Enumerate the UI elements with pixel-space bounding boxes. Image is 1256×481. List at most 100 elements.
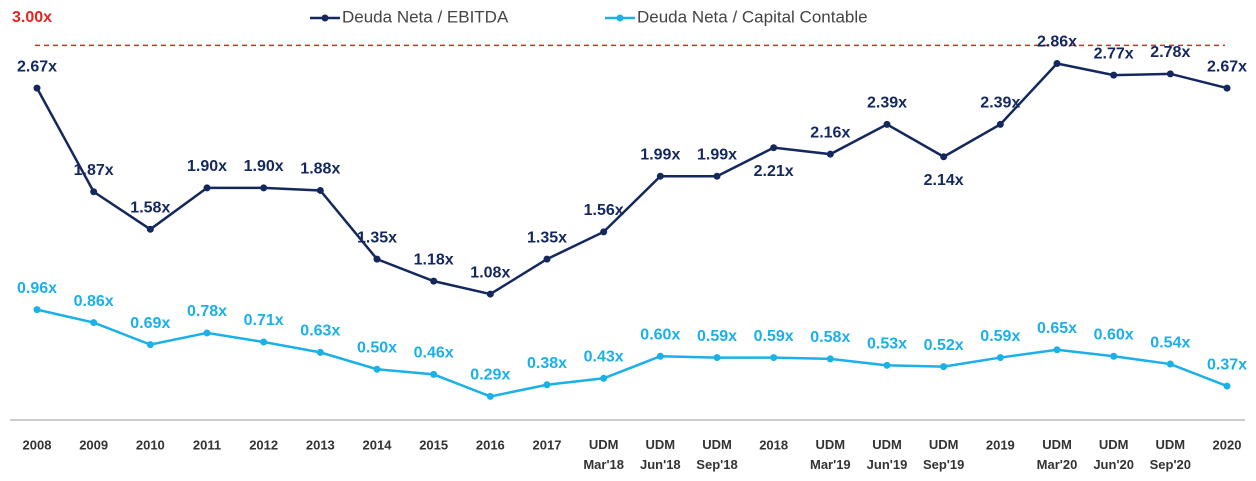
data-label: 2.86x — [1037, 34, 1077, 51]
data-label: 2.67x — [17, 58, 57, 75]
data-label: 0.53x — [867, 336, 907, 353]
point — [373, 365, 381, 373]
data-label: 2.16x — [810, 124, 850, 141]
data-label: 0.59x — [697, 328, 737, 345]
x-tick-label: 2010 — [136, 437, 165, 452]
data-label: 0.65x — [1037, 320, 1077, 337]
point — [940, 363, 948, 371]
data-label: 0.86x — [74, 293, 114, 310]
data-label: 0.29x — [470, 367, 510, 384]
data-label: 1.35x — [527, 229, 567, 246]
point — [260, 338, 268, 346]
data-label: 0.60x — [640, 326, 680, 343]
point — [1053, 346, 1061, 354]
point — [33, 306, 41, 314]
point — [486, 290, 494, 298]
legend-marker — [616, 14, 624, 22]
x-tick-label: UDM Sep'18 — [696, 437, 737, 472]
data-label: 0.46x — [414, 345, 454, 362]
data-label: 0.69x — [130, 315, 170, 332]
point — [996, 120, 1004, 128]
data-label: 1.99x — [640, 146, 680, 163]
data-label: 1.90x — [187, 158, 227, 175]
point — [656, 352, 664, 360]
x-tick-label: 2017 — [533, 437, 562, 452]
data-label: 0.96x — [17, 280, 57, 297]
point — [543, 381, 551, 389]
point — [770, 144, 778, 152]
point — [1053, 59, 1061, 67]
point — [600, 374, 608, 382]
x-tick-label: 2014 — [363, 437, 393, 452]
x-tick-label: UDM Sep'20 — [1150, 437, 1191, 472]
point — [713, 354, 721, 362]
point — [1110, 71, 1118, 79]
x-tick-label: UDM Mar'20 — [1037, 437, 1078, 472]
x-tick-label: 2009 — [79, 437, 108, 452]
series-line — [35, 62, 1228, 296]
data-label: 1.90x — [244, 158, 284, 175]
data-label: 2.14x — [924, 172, 964, 189]
point — [1166, 360, 1174, 368]
point — [90, 188, 98, 196]
point — [826, 355, 834, 363]
data-label: 0.60x — [1094, 326, 1134, 343]
data-label: 0.59x — [754, 328, 794, 345]
point — [656, 172, 664, 180]
x-tick-label: 2011 — [193, 437, 221, 452]
x-tick-label: UDM Mar'19 — [810, 437, 851, 472]
legend-label: Deuda Neta / EBITDA — [342, 7, 509, 26]
data-label: 1.99x — [697, 146, 737, 163]
legend-marker — [321, 14, 329, 22]
data-label: 0.78x — [187, 303, 227, 320]
data-label: 0.58x — [810, 329, 850, 346]
data-label: 0.52x — [924, 337, 964, 354]
data-label: 0.43x — [584, 349, 624, 366]
data-label: 2.78x — [1150, 44, 1190, 61]
point — [316, 186, 324, 194]
data-label: 2.39x — [867, 95, 907, 112]
legend-label: Deuda Neta / Capital Contable — [637, 7, 868, 26]
data-label: 2.77x — [1094, 45, 1134, 62]
point — [543, 255, 551, 263]
point — [1166, 70, 1174, 78]
data-label: 0.59x — [980, 328, 1020, 345]
data-label: 1.87x — [74, 162, 114, 179]
point — [1110, 352, 1118, 360]
x-tick-label: UDM Mar'18 — [583, 437, 624, 472]
x-tick-label: 2008 — [23, 437, 52, 452]
x-tick-label: 2016 — [476, 437, 505, 452]
point — [883, 361, 891, 369]
point — [486, 392, 494, 400]
point — [33, 84, 41, 92]
x-tick-label: 2012 — [249, 437, 278, 452]
x-tick-label: 2020 — [1213, 437, 1242, 452]
data-label: 0.37x — [1207, 356, 1247, 373]
x-tick-label: 2013 — [306, 437, 335, 452]
x-tick-label: UDM Jun'18 — [640, 437, 681, 472]
x-tick-label: UDM Jun'20 — [1093, 437, 1134, 472]
data-label: 1.56x — [584, 202, 624, 219]
point — [373, 255, 381, 263]
point — [430, 277, 438, 285]
data-label: 0.38x — [527, 355, 567, 372]
data-label: 1.58x — [130, 200, 170, 217]
data-label: 1.18x — [414, 251, 454, 268]
point — [713, 172, 721, 180]
point — [316, 348, 324, 356]
point — [940, 153, 948, 161]
x-tick-label: UDM Sep'19 — [923, 437, 964, 472]
point — [883, 120, 891, 128]
point — [146, 341, 154, 349]
point — [203, 184, 211, 192]
data-label: 0.63x — [300, 323, 340, 340]
data-label: 0.71x — [244, 312, 284, 329]
point — [146, 225, 154, 233]
x-tick-label: 2015 — [419, 437, 448, 452]
x-tick-label: 2018 — [759, 437, 788, 452]
data-label: 0.54x — [1150, 334, 1190, 351]
point — [90, 319, 98, 327]
data-label: 1.08x — [470, 264, 510, 281]
point — [260, 184, 268, 192]
data-label: 1.88x — [300, 161, 340, 178]
